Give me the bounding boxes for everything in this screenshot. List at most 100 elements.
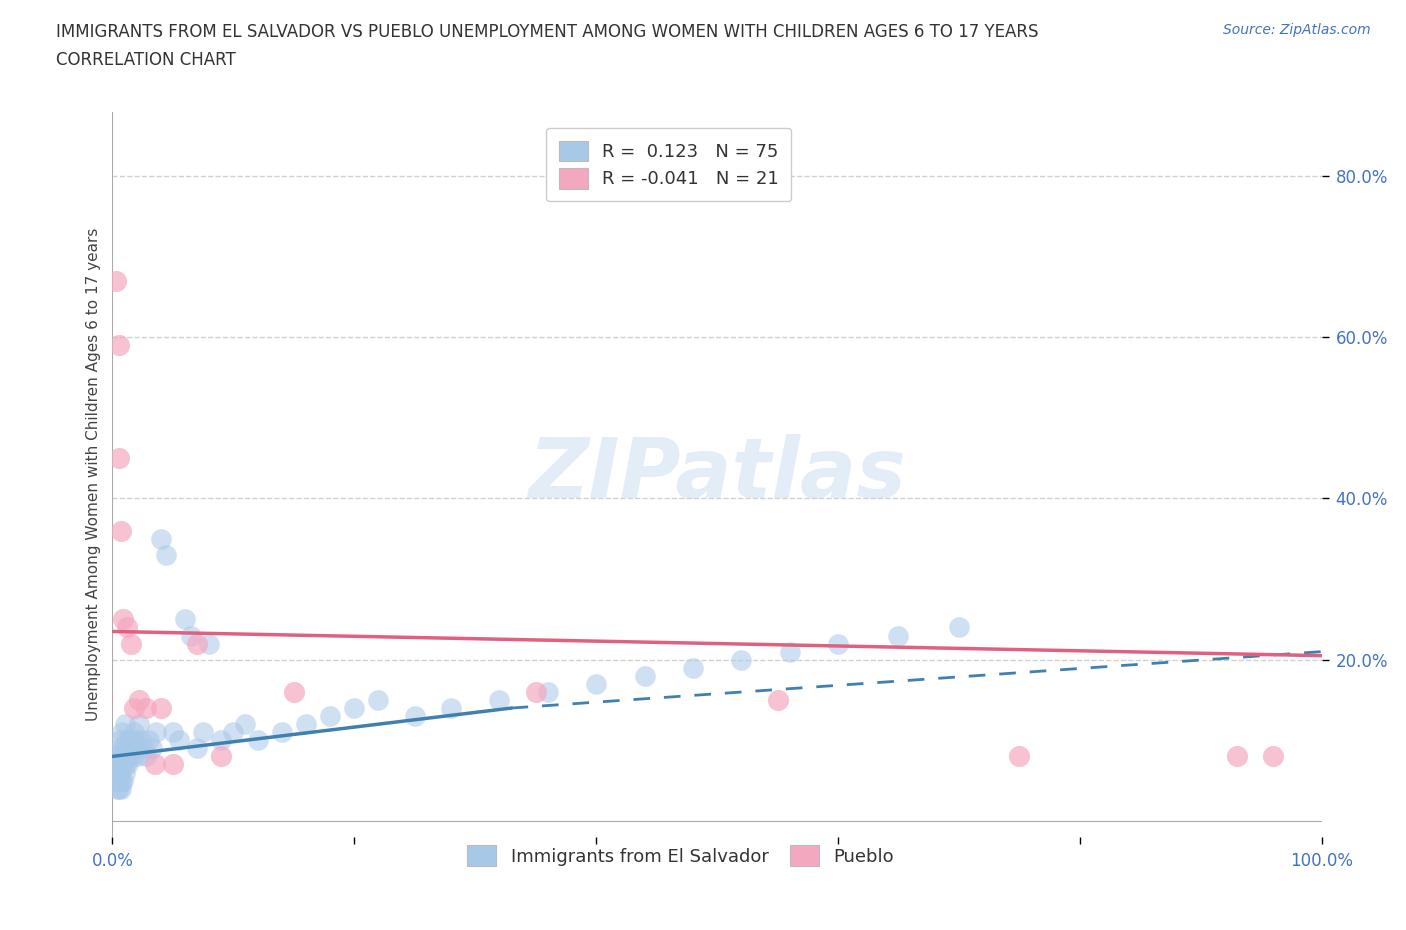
Point <box>682 660 704 675</box>
Point <box>114 765 136 780</box>
Point <box>107 338 129 352</box>
Point <box>124 741 146 756</box>
Point <box>114 741 136 756</box>
Point <box>730 652 752 667</box>
Point <box>135 700 157 715</box>
Point <box>122 749 145 764</box>
Point <box>766 693 789 708</box>
Point <box>118 733 141 748</box>
Point <box>149 531 172 546</box>
Point <box>114 749 136 764</box>
Point <box>235 717 257 732</box>
Point <box>105 749 128 764</box>
Point <box>132 741 155 756</box>
Point <box>162 757 184 772</box>
Point <box>122 724 145 739</box>
Point <box>343 700 366 715</box>
Point <box>633 669 655 684</box>
Point <box>107 741 129 756</box>
Point <box>108 757 131 772</box>
Point <box>127 749 149 764</box>
Point <box>404 709 426 724</box>
Point <box>105 781 128 796</box>
Point <box>827 636 849 651</box>
Point <box>115 620 138 635</box>
Point <box>138 733 160 748</box>
Legend: Immigrants from El Salvador, Pueblo: Immigrants from El Salvador, Pueblo <box>454 832 907 879</box>
Point <box>948 620 970 635</box>
Point <box>191 724 214 739</box>
Point <box>1263 749 1285 764</box>
Point <box>110 781 132 796</box>
Point <box>1008 749 1031 764</box>
Point <box>1226 749 1249 764</box>
Point <box>107 781 129 796</box>
Point <box>111 724 134 739</box>
Point <box>488 693 510 708</box>
Point <box>209 749 232 764</box>
Point <box>112 741 135 756</box>
Point <box>222 724 245 739</box>
Point <box>295 717 318 732</box>
Point <box>112 612 135 627</box>
Point <box>114 717 136 732</box>
Point <box>246 733 269 748</box>
Point <box>105 757 128 772</box>
Point <box>162 724 184 739</box>
Point <box>122 700 145 715</box>
Point <box>121 733 143 748</box>
Point <box>112 757 135 772</box>
Point <box>155 548 177 563</box>
Point <box>111 773 134 788</box>
Text: Source: ZipAtlas.com: Source: ZipAtlas.com <box>1223 23 1371 37</box>
Point <box>524 684 547 699</box>
Point <box>537 684 560 699</box>
Point <box>143 757 166 772</box>
Point <box>283 684 305 699</box>
Point <box>141 741 163 756</box>
Point <box>186 741 208 756</box>
Point <box>128 717 150 732</box>
Point <box>117 741 139 756</box>
Point <box>174 612 197 627</box>
Point <box>107 765 129 780</box>
Point <box>112 773 135 788</box>
Point <box>367 693 389 708</box>
Point <box>125 733 148 748</box>
Point <box>120 636 142 651</box>
Point <box>149 700 172 715</box>
Point <box>110 749 132 764</box>
Point <box>118 749 141 764</box>
Point <box>135 749 157 764</box>
Text: CORRELATION CHART: CORRELATION CHART <box>56 51 236 69</box>
Point <box>114 757 136 772</box>
Point <box>107 451 129 466</box>
Point <box>115 749 138 764</box>
Point <box>110 765 132 780</box>
Point <box>180 628 202 643</box>
Point <box>105 273 128 288</box>
Point <box>120 741 142 756</box>
Point <box>108 773 131 788</box>
Point <box>111 757 134 772</box>
Point <box>108 733 131 748</box>
Point <box>104 765 127 780</box>
Point <box>198 636 221 651</box>
Text: IMMIGRANTS FROM EL SALVADOR VS PUEBLO UNEMPLOYMENT AMONG WOMEN WITH CHILDREN AGE: IMMIGRANTS FROM EL SALVADOR VS PUEBLO UN… <box>56 23 1039 41</box>
Point <box>167 733 190 748</box>
Point <box>270 724 292 739</box>
Point <box>131 733 153 748</box>
Point <box>585 676 607 691</box>
Point <box>186 636 208 651</box>
Point <box>128 693 150 708</box>
Point <box>440 700 463 715</box>
Point <box>779 644 801 659</box>
Point <box>105 773 128 788</box>
Point <box>117 757 139 772</box>
Text: ZIPatlas: ZIPatlas <box>529 433 905 515</box>
Point <box>110 524 132 538</box>
Point <box>209 733 232 748</box>
Point <box>115 733 138 748</box>
Y-axis label: Unemployment Among Women with Children Ages 6 to 17 years: Unemployment Among Women with Children A… <box>86 228 101 721</box>
Point <box>319 709 342 724</box>
